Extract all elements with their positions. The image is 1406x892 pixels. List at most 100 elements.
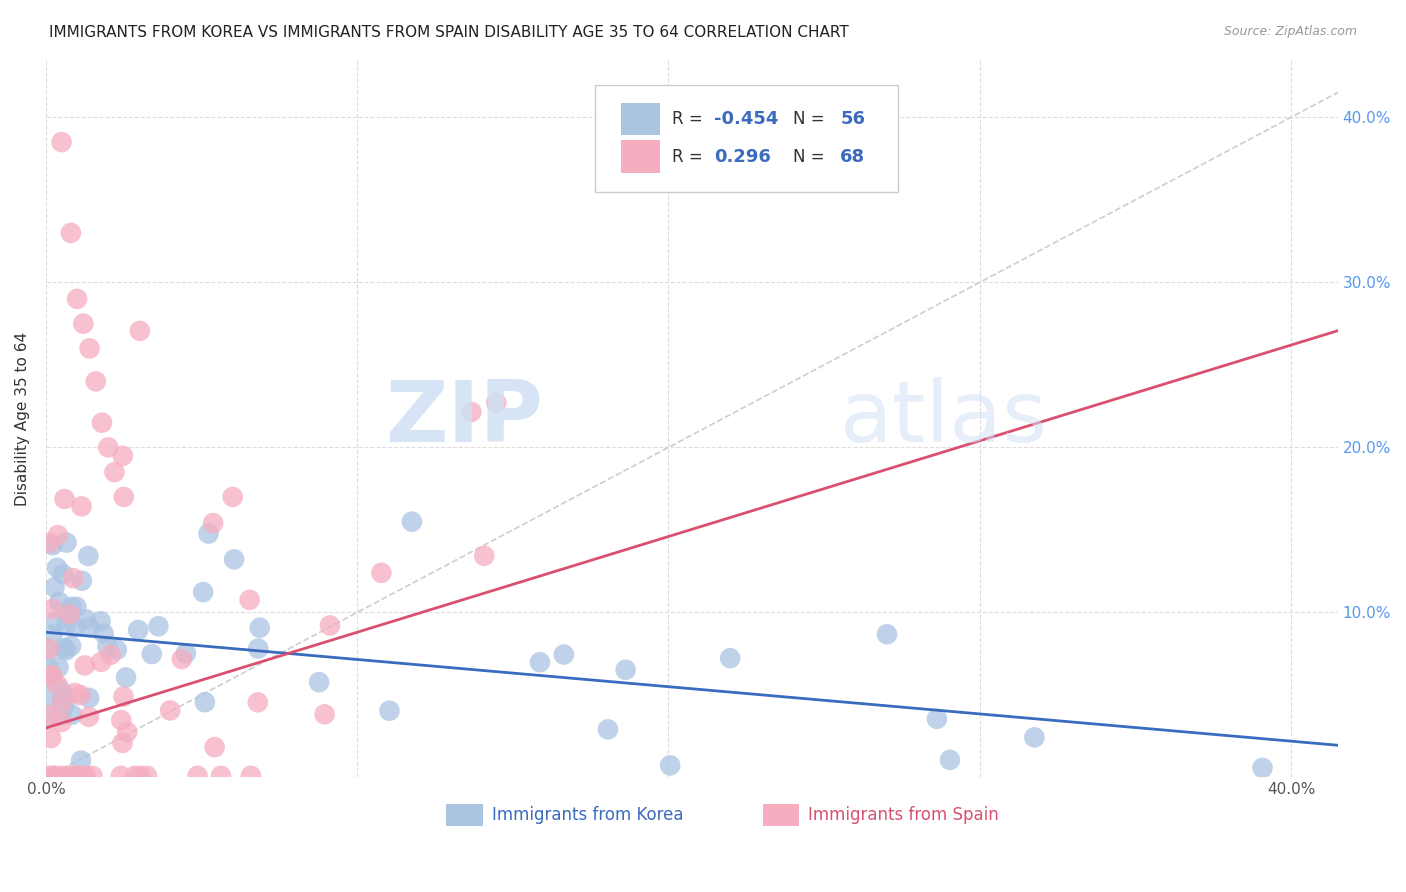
Point: [46, 528, 69, 542]
Point: [1024, 731, 1046, 745]
Point: [148, 619, 170, 633]
Point: [73, 769, 96, 783]
Point: [51, 697, 73, 711]
Point: [485, 395, 508, 409]
Point: [191, 585, 214, 599]
Point: [44, 769, 66, 783]
Point: [141, 647, 163, 661]
Point: [939, 753, 962, 767]
Point: [46, 560, 69, 574]
Text: 0.296: 0.296: [714, 147, 770, 166]
Point: [38, 662, 60, 676]
Point: [56, 769, 79, 783]
FancyBboxPatch shape: [595, 85, 898, 193]
Point: [66, 292, 89, 306]
Point: [115, 670, 138, 684]
Text: N =: N =: [793, 147, 830, 166]
Point: [66, 769, 89, 783]
Point: [194, 695, 217, 709]
Point: [77, 549, 100, 563]
Point: [314, 707, 336, 722]
Point: [112, 490, 135, 504]
Point: [110, 769, 132, 783]
Point: [204, 740, 226, 755]
Point: [38, 769, 60, 783]
Point: [66, 769, 89, 783]
Point: [46, 678, 69, 692]
Point: [378, 704, 401, 718]
Text: 68: 68: [841, 147, 866, 166]
Point: [48, 660, 70, 674]
Point: [97, 441, 120, 455]
Point: [308, 675, 330, 690]
Point: [55, 616, 77, 631]
Point: [925, 712, 948, 726]
Point: [136, 769, 159, 783]
Point: [209, 769, 232, 783]
Point: [159, 703, 181, 717]
Point: [224, 552, 246, 566]
Point: [70, 754, 93, 768]
Point: [41, 627, 63, 641]
Point: [115, 725, 138, 739]
Point: [370, 566, 392, 580]
Point: [41, 538, 63, 552]
Point: [48, 595, 70, 609]
Point: [62, 571, 84, 585]
Point: [59, 607, 82, 622]
Text: Source: ZipAtlas.com: Source: ZipAtlas.com: [1223, 25, 1357, 38]
Point: [186, 769, 208, 783]
Point: [69, 688, 91, 702]
Point: [38, 641, 60, 656]
Point: [553, 648, 575, 662]
Point: [63, 620, 86, 634]
Point: [60, 639, 83, 653]
Point: [38, 536, 60, 550]
Point: [60, 599, 83, 614]
Point: [460, 405, 482, 419]
Text: Immigrants from Spain: Immigrants from Spain: [808, 805, 998, 824]
Text: -0.454: -0.454: [714, 111, 778, 128]
Point: [73, 658, 96, 673]
Point: [82, 769, 104, 783]
Text: atlas: atlas: [841, 377, 1049, 460]
Point: [124, 769, 146, 783]
Point: [111, 736, 134, 750]
Point: [65, 599, 87, 614]
Point: [93, 626, 115, 640]
Point: [659, 758, 682, 772]
FancyBboxPatch shape: [446, 804, 482, 826]
Point: [77, 620, 100, 634]
Point: [41, 668, 63, 682]
Y-axis label: Disability Age 35 to 64: Disability Age 35 to 64: [15, 332, 30, 506]
Point: [249, 621, 271, 635]
Point: [222, 490, 245, 504]
Point: [38, 643, 60, 657]
FancyBboxPatch shape: [763, 804, 799, 826]
Point: [96, 640, 118, 654]
Point: [41, 602, 63, 616]
Point: [472, 549, 495, 563]
Point: [84, 375, 107, 389]
Point: [51, 714, 73, 729]
Point: [103, 465, 125, 479]
Point: [55, 643, 77, 657]
Point: [53, 491, 76, 506]
Point: [70, 500, 93, 514]
Point: [596, 723, 619, 737]
Point: [105, 643, 128, 657]
Point: [319, 618, 342, 632]
Point: [100, 648, 122, 662]
Point: [197, 526, 219, 541]
Point: [127, 623, 149, 637]
Point: [246, 695, 269, 709]
Point: [239, 769, 262, 783]
Point: [110, 713, 132, 727]
Point: [45, 615, 67, 629]
Point: [202, 516, 225, 531]
Point: [112, 690, 135, 704]
Point: [247, 641, 270, 656]
Point: [38, 694, 60, 708]
Point: [90, 615, 112, 629]
Point: [79, 342, 101, 356]
